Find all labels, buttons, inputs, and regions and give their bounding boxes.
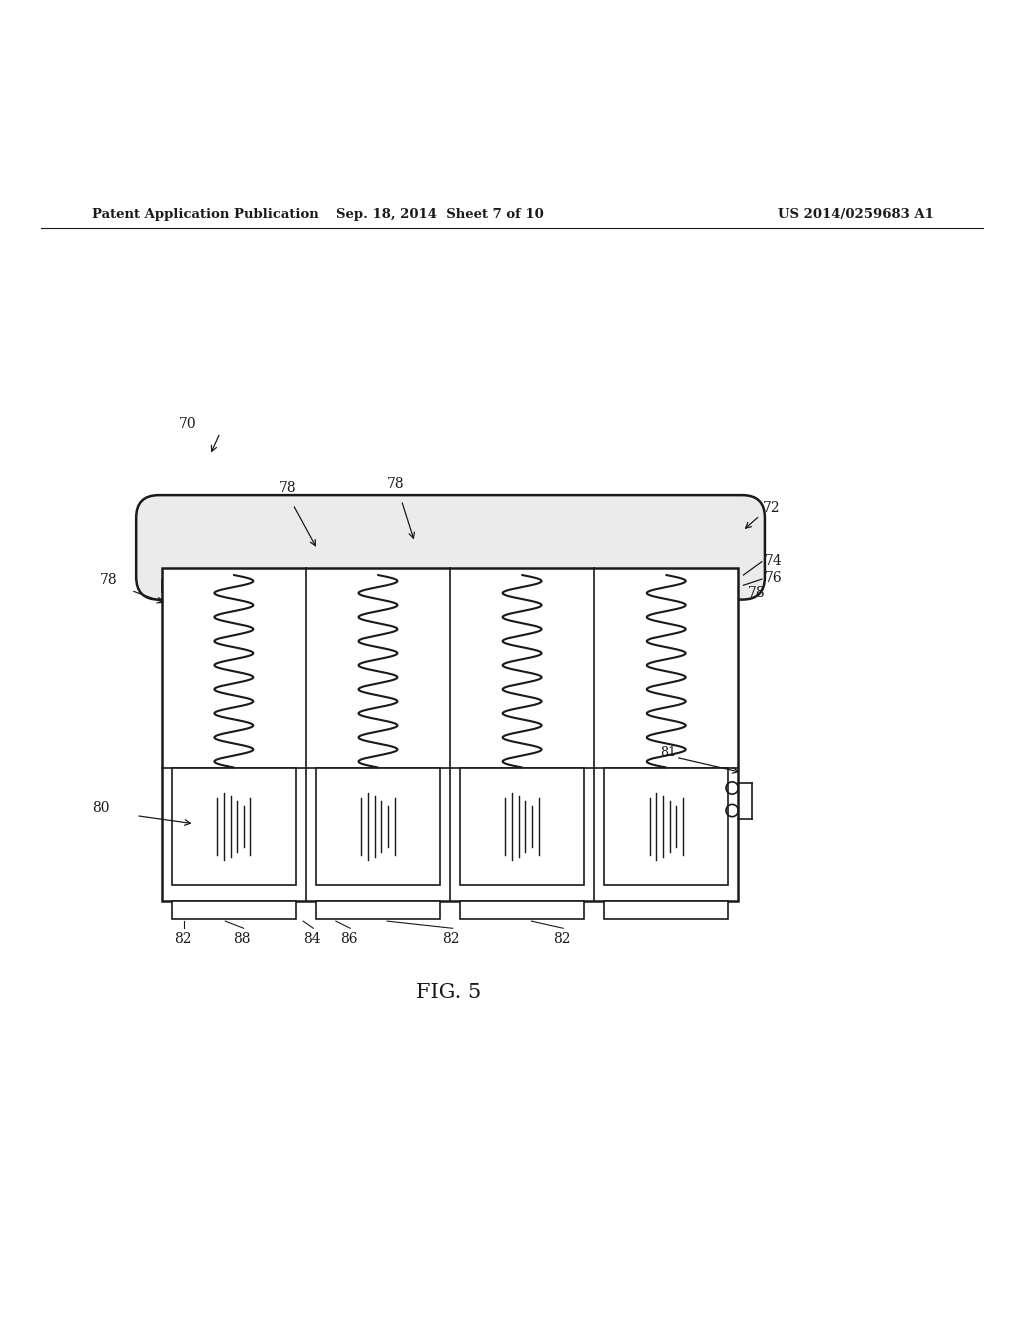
Text: 76: 76 xyxy=(765,572,782,585)
Text: 70: 70 xyxy=(179,417,197,432)
Text: 82: 82 xyxy=(442,932,460,945)
Text: 72: 72 xyxy=(763,502,780,515)
Bar xyxy=(316,767,440,886)
Text: Sep. 18, 2014  Sheet 7 of 10: Sep. 18, 2014 Sheet 7 of 10 xyxy=(337,209,544,220)
Text: 78: 78 xyxy=(748,586,765,601)
FancyBboxPatch shape xyxy=(136,495,765,599)
Text: 86: 86 xyxy=(340,932,357,945)
Bar xyxy=(460,767,584,886)
Bar xyxy=(162,579,738,593)
Text: 84: 84 xyxy=(303,932,321,945)
Bar xyxy=(604,900,728,919)
Text: 82: 82 xyxy=(553,932,570,945)
Text: 80: 80 xyxy=(92,801,110,816)
Bar xyxy=(604,767,728,886)
Text: Patent Application Publication: Patent Application Publication xyxy=(92,209,318,220)
Text: 88: 88 xyxy=(233,932,251,945)
Bar xyxy=(172,900,296,919)
Text: FIG. 5: FIG. 5 xyxy=(416,983,481,1002)
Text: 78: 78 xyxy=(100,573,118,587)
Text: US 2014/0259683 A1: US 2014/0259683 A1 xyxy=(778,209,934,220)
Bar xyxy=(316,900,440,919)
Text: 78: 78 xyxy=(279,480,296,495)
Text: 78: 78 xyxy=(387,477,404,491)
Bar xyxy=(460,900,584,919)
Text: 74: 74 xyxy=(765,553,782,568)
Text: 82: 82 xyxy=(174,932,191,945)
Bar xyxy=(172,767,296,886)
Text: 81: 81 xyxy=(660,746,677,759)
Bar xyxy=(162,568,738,900)
